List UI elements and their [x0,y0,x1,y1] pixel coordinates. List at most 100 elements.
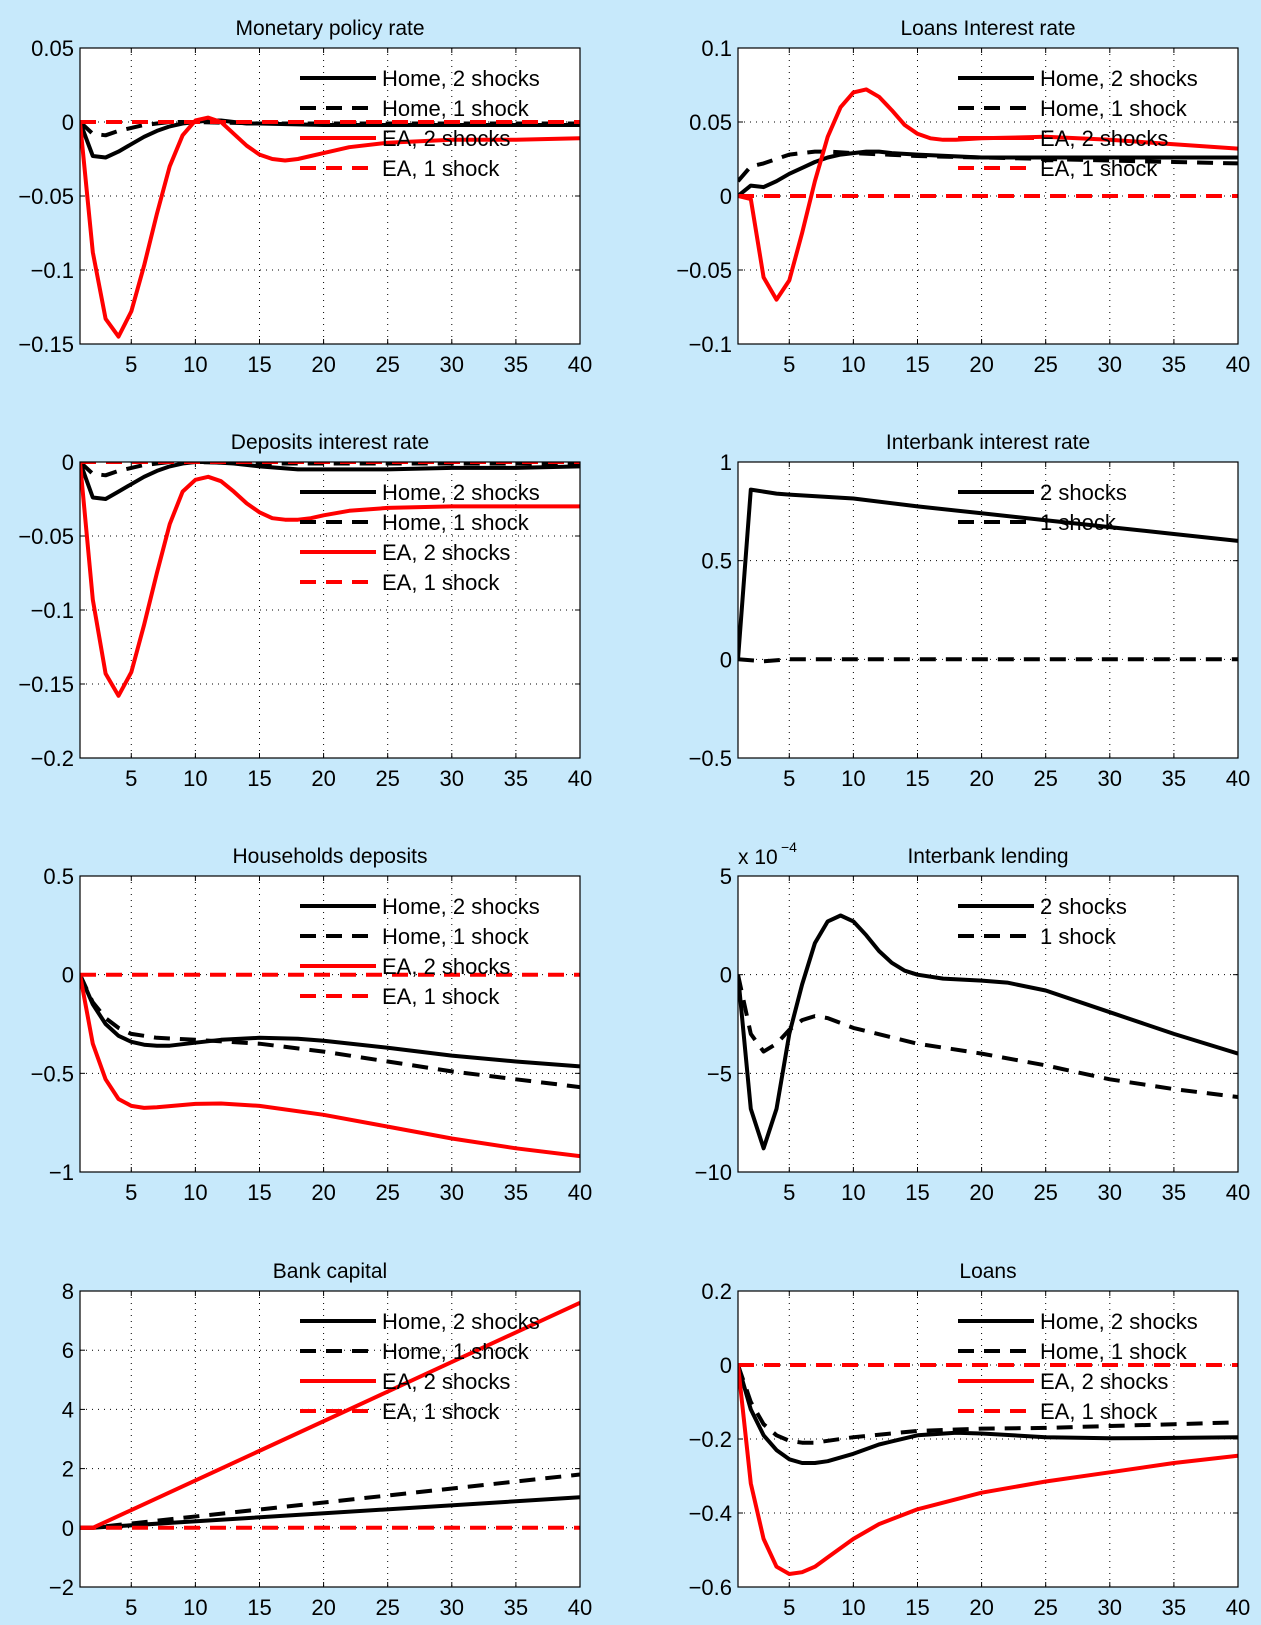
chart-panel: 5 10 15 20 25 30 35 40 −0.2 −0.15 −0.1 −0.05 0 Deposi… [18,431,592,791]
x-tick-label: 20 [311,1180,335,1205]
x-tick-label: 40 [568,352,592,377]
y-tick-label: −0.2 [31,746,74,771]
x-tick-label: 15 [247,352,271,377]
x-tick-label: 15 [905,352,929,377]
legend-label: EA, 1 shock [1040,156,1158,181]
x-tick-label: 30 [440,1595,464,1620]
x-tick-label: 30 [1098,766,1122,791]
x-tick-label: 10 [841,1595,865,1620]
y-tick-label: 0 [720,1353,732,1378]
x-tick-label: 35 [1162,766,1186,791]
legend-label: EA, 1 shock [382,984,500,1009]
y-multiplier: x 10 [738,846,778,869]
legend-label: Home, 2 shocks [1040,66,1198,91]
chart-panel: 5 10 15 20 25 30 35 40 −0.15 −0.1 −0.05 0 0.05 Moneta… [18,17,592,377]
y-tick-label: −0.4 [689,1501,732,1526]
y-tick-label: 0.5 [701,549,732,574]
x-tick-label: 30 [440,766,464,791]
plot-area [738,876,1238,1172]
y-tick-label: 0 [720,184,732,209]
x-tick-label: 35 [1162,352,1186,377]
x-tick-label: 10 [183,1595,207,1620]
y-tick-label: −0.05 [18,524,74,549]
y-tick-label: 8 [62,1279,74,1304]
y-tick-label: 5 [720,864,732,889]
x-tick-label: 25 [1033,352,1057,377]
legend-label: Home, 1 shock [382,924,530,949]
axes-frame [737,47,1239,345]
series-line [738,913,1238,1151]
chart-panel: 5 10 15 20 25 30 35 40 −2 0 2 4 6 8 Bank capital Home, … [49,1260,592,1620]
series-line [80,973,580,1069]
x-tick-label: 30 [1098,352,1122,377]
y-tick-label: 0.5 [43,864,74,889]
y-tick-label: −1 [49,1160,74,1185]
series-line [738,1364,1238,1445]
y-tick-label: −0.15 [18,672,74,697]
y-tick-label: 1 [720,450,732,475]
legend-label: Home, 1 shock [382,510,530,535]
x-tick-label: 30 [440,1180,464,1205]
y-tick-label: −0.5 [31,1061,74,1086]
x-tick-label: 10 [841,766,865,791]
series-line [80,115,580,339]
chart-panel: 5 10 15 20 25 30 35 40 −10 −5 0 5 Interbank lending x… [695,839,1251,1205]
x-tick-label: 15 [905,1180,929,1205]
x-tick-label: 10 [183,352,207,377]
x-tick-label: 40 [1226,766,1250,791]
chart-title: Households deposits [233,845,428,868]
y-tick-label: −10 [695,1160,732,1185]
legend-label: EA, 1 shock [382,156,500,181]
x-tick-label: 5 [125,766,137,791]
x-tick-label: 15 [247,766,271,791]
axes-frame [737,461,1239,759]
legend-label: Home, 1 shock [382,96,530,121]
x-tick-label: 30 [440,352,464,377]
x-tick-label: 35 [504,1595,528,1620]
y-tick-label: −0.1 [31,258,74,283]
y-tick-label: 0.05 [689,110,732,135]
x-tick-label: 10 [841,352,865,377]
plot-area [80,876,580,1172]
x-tick-label: 25 [375,352,399,377]
y-tick-label: 2 [62,1457,74,1482]
plot-area [80,48,580,344]
series-line [738,1364,1238,1576]
y-tick-label: −0.15 [18,332,74,357]
chart-panel: 5 10 15 20 25 30 35 40 −0.1 −0.05 0 0.05 0.1 Loans In… [676,17,1250,377]
legend-label: Home, 2 shocks [382,480,540,505]
legend-label: EA, 2 shocks [1040,1369,1168,1394]
y-tick-label: 0 [62,450,74,475]
x-tick-label: 5 [125,1180,137,1205]
x-tick-label: 35 [1162,1180,1186,1205]
axes-frame [737,875,1239,1173]
x-tick-label: 5 [783,1595,795,1620]
y-tick-label: −0.05 [676,258,732,283]
chart-title: Deposits interest rate [231,431,429,454]
legend-label: Home, 1 shock [382,1339,530,1364]
legend-label: Home, 2 shocks [382,66,540,91]
x-tick-label: 20 [969,1180,993,1205]
legend-label: Home, 2 shocks [382,1309,540,1334]
x-tick-label: 40 [1226,352,1250,377]
legend-label: 2 shocks [1040,894,1127,919]
axes-frame [79,1290,581,1588]
x-tick-label: 40 [568,1595,592,1620]
x-tick-label: 10 [183,766,207,791]
series-line [80,462,580,478]
x-tick-label: 5 [125,352,137,377]
x-tick-label: 35 [504,766,528,791]
series-line [80,462,580,698]
y-tick-label: 0.2 [701,1279,732,1304]
x-tick-label: 25 [1033,1595,1057,1620]
y-tick-label: 0 [62,1516,74,1541]
series-line [80,118,580,160]
x-tick-label: 30 [1098,1180,1122,1205]
chart-title: Loans Interest rate [900,17,1075,40]
axes-frame [737,1290,1239,1588]
legend-label: EA, 2 shocks [1040,126,1168,151]
x-tick-label: 40 [1226,1180,1250,1205]
y-tick-label: −0.1 [31,598,74,623]
x-tick-label: 25 [1033,1180,1057,1205]
